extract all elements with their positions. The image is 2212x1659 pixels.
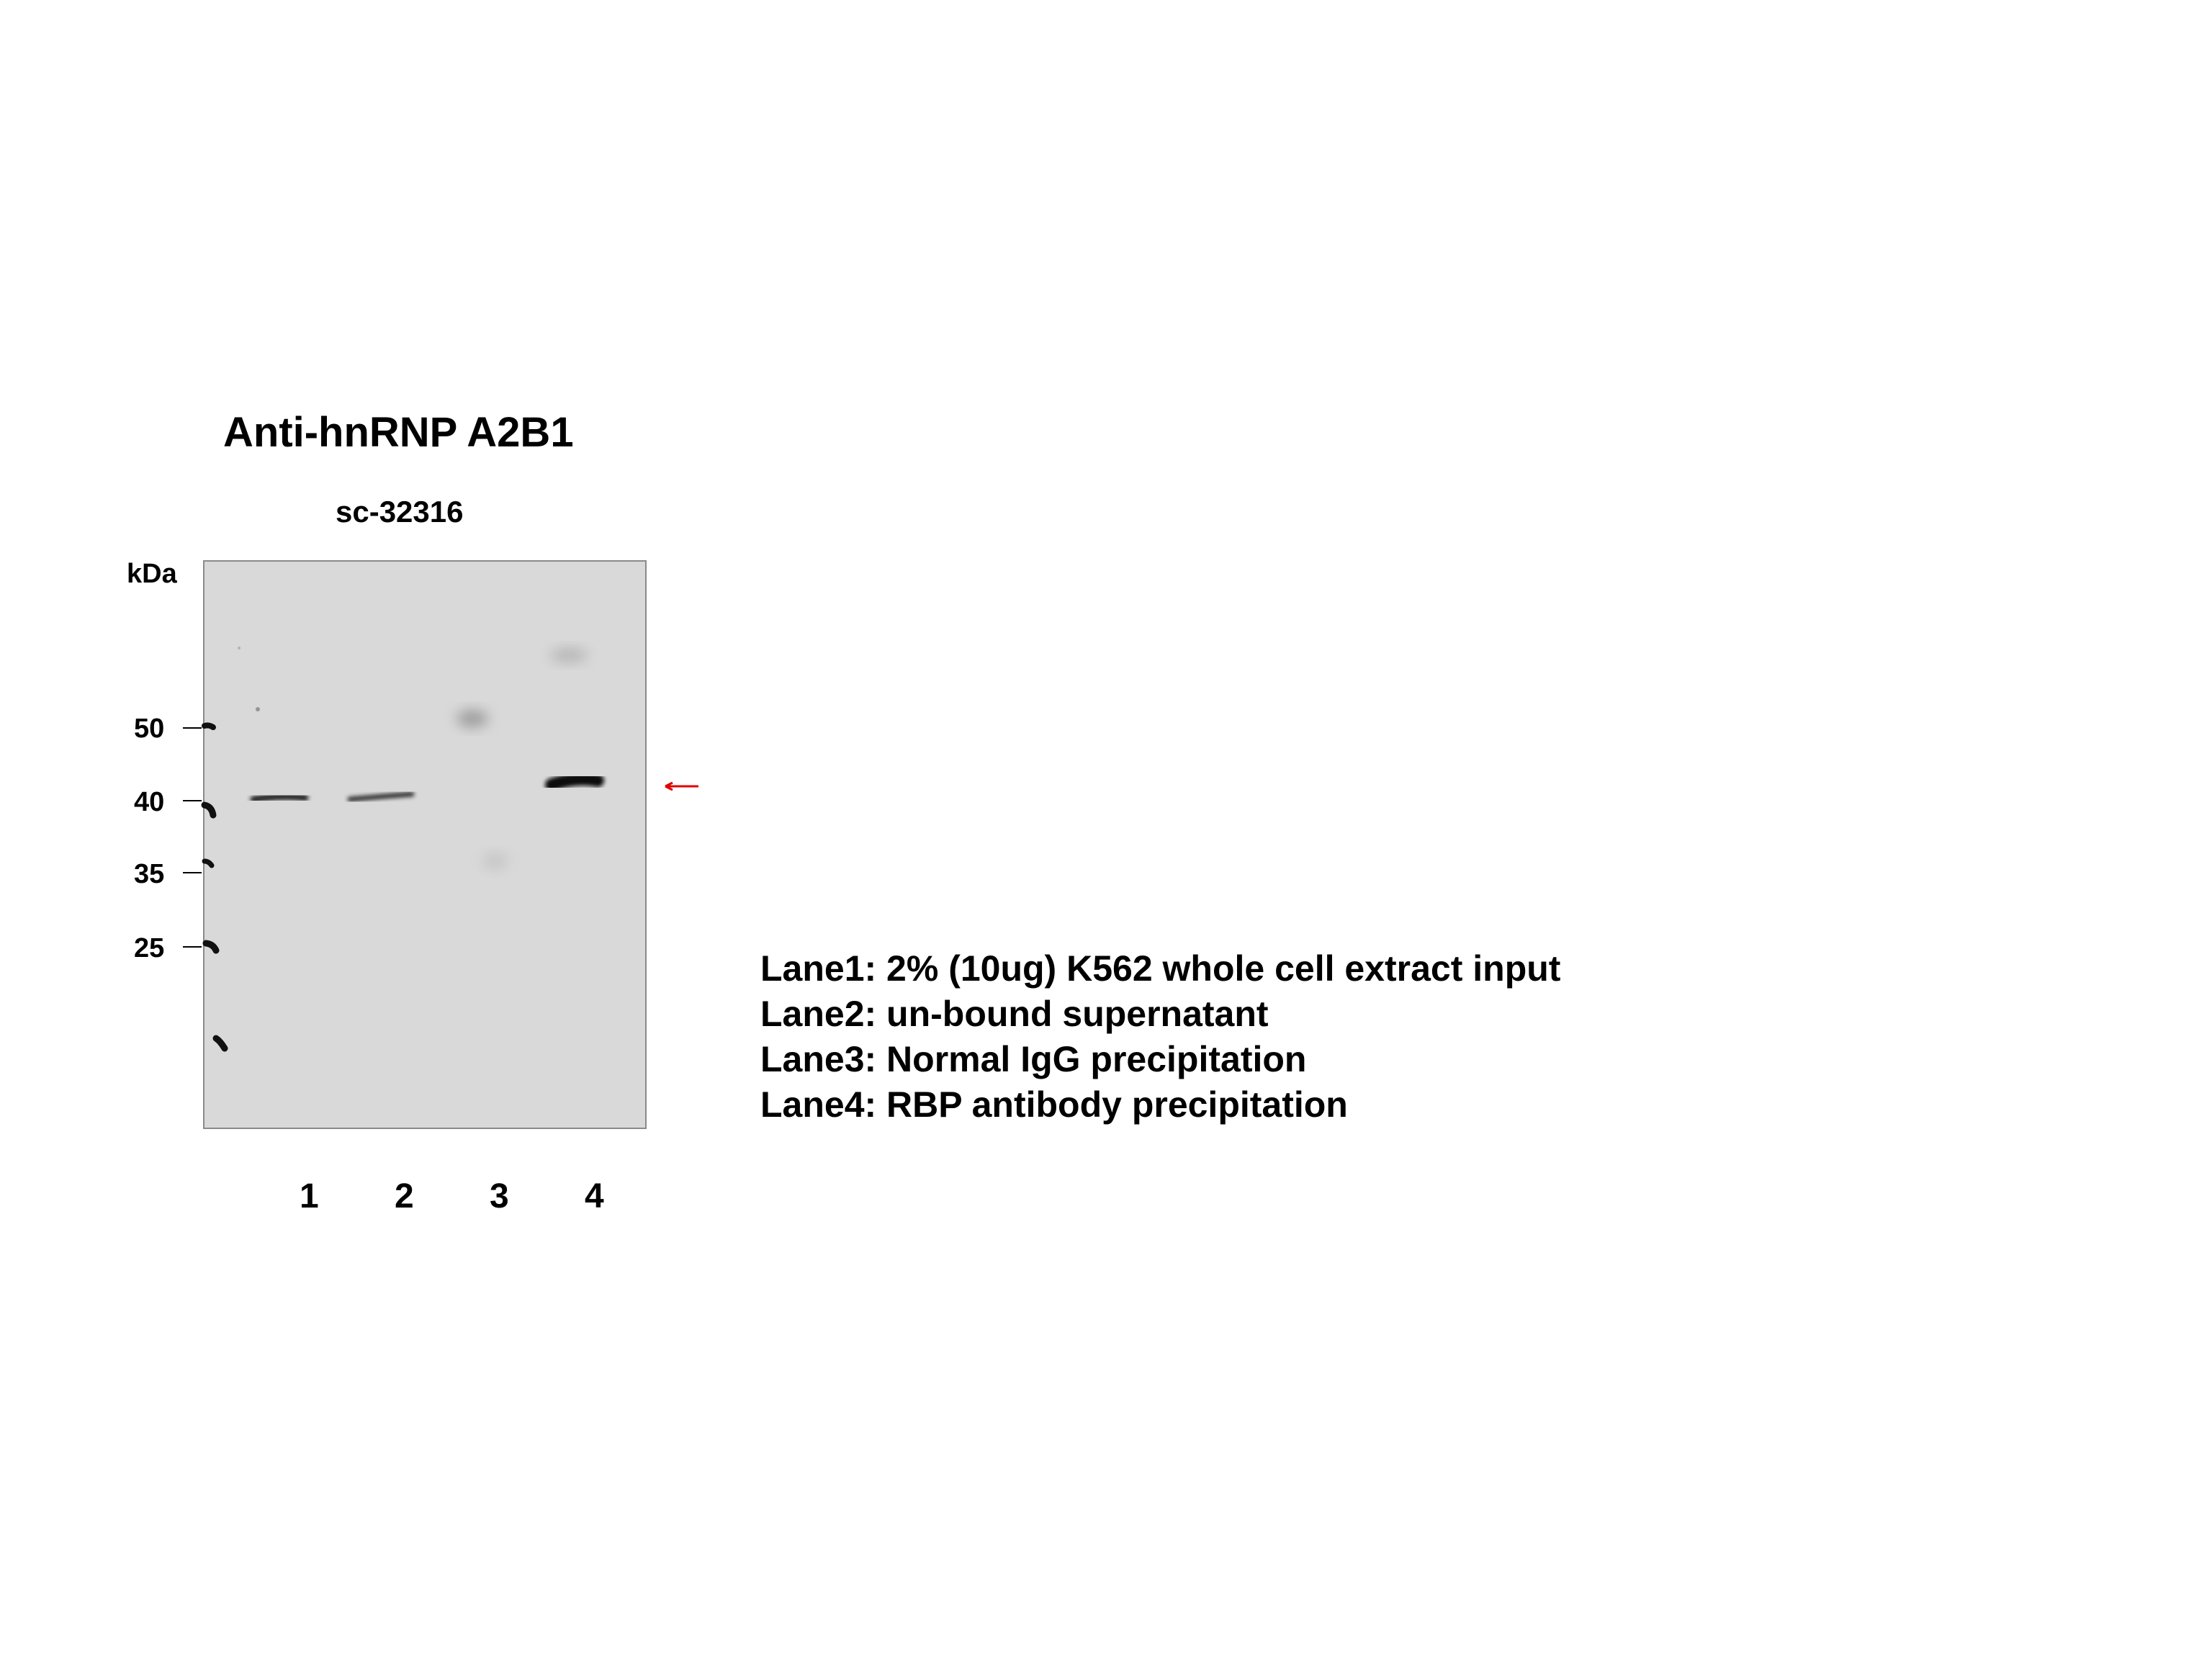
lane-legend-line-3: Lane3: Normal IgG precipitation (760, 1039, 1307, 1079)
lane-label-2: 2 (395, 1177, 414, 1215)
mw-label-50: 50 (134, 714, 165, 744)
lane-legend-line-2: Lane2: un-bound supernatant (760, 994, 1269, 1034)
lane-legend-line-4: Lane4: RBP antibody precipitation (760, 1084, 1348, 1125)
mw-label-25: 25 (134, 933, 165, 963)
lane-label-3: 3 (490, 1177, 509, 1215)
lane-label-4: 4 (585, 1177, 604, 1215)
mw-label-40: 40 (134, 787, 165, 817)
catalog-number: sc-32316 (336, 495, 464, 529)
lane-legend-line-1: Lane1: 2% (10ug) K562 whole cell extract… (760, 948, 1561, 989)
figure-title: Anti-hnRNP A2B1 (223, 409, 574, 456)
mw-label-35: 35 (134, 859, 165, 889)
left-arrow-icon (665, 781, 698, 791)
blot-membrane (203, 560, 647, 1129)
lane-label-1: 1 (300, 1177, 319, 1215)
kda-unit-label: kDa (127, 559, 177, 589)
